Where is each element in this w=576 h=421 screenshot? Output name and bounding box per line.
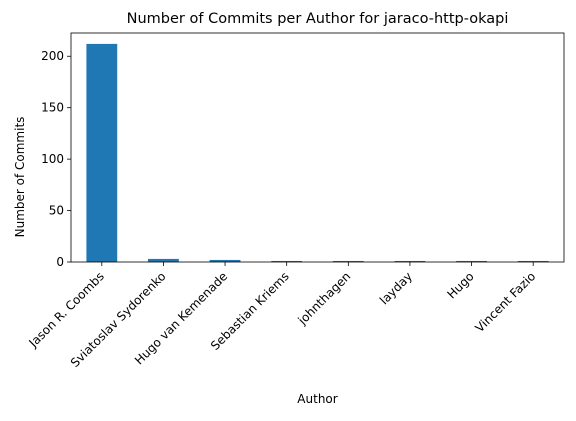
y-tick-label: 200 (41, 49, 64, 63)
y-axis: 0 50 100 150 200 (41, 49, 71, 269)
x-axis-label: Author (297, 392, 337, 406)
bar (271, 260, 303, 262)
x-tick-label: layday (377, 269, 415, 307)
plot-frame (70, 32, 565, 263)
bar (148, 258, 179, 262)
bar (517, 260, 549, 262)
x-tick-label: Hugo (444, 269, 476, 301)
y-tick-label: 50 (49, 204, 64, 218)
bar (394, 260, 426, 262)
chart-title: Number of Commits per Author for jaraco-… (127, 11, 509, 27)
bar (86, 43, 118, 263)
bars-layer (86, 43, 549, 263)
x-tick-label: Vincent Fazio (472, 269, 538, 335)
x-tick-label: johnthagen (295, 269, 354, 328)
bar (332, 260, 364, 262)
y-axis-label: Number of Commits (13, 117, 27, 238)
y-tick-label: 100 (41, 152, 64, 166)
bar (209, 259, 241, 262)
bar (456, 260, 487, 262)
y-tick-label: 150 (41, 101, 64, 115)
y-tick-label: 0 (56, 255, 64, 269)
